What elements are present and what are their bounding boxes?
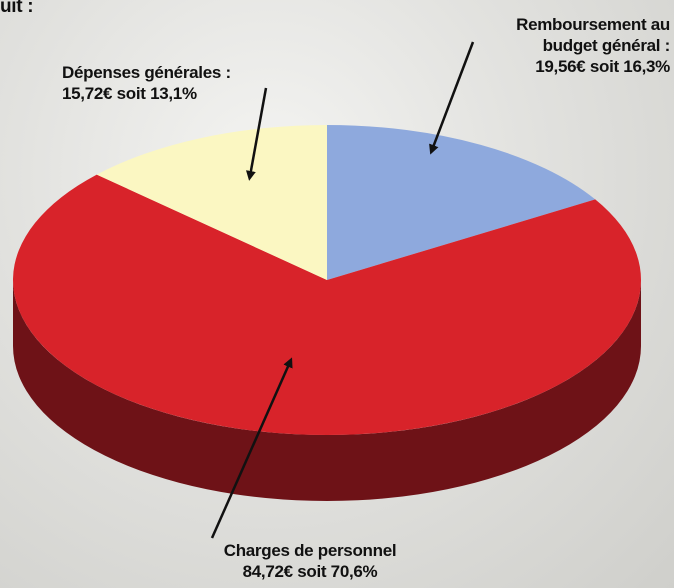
pie	[13, 125, 641, 501]
value-label: 19,56€ soit 16,3%	[470, 56, 670, 77]
arrow	[432, 42, 473, 150]
page: uit : Remboursement au budget général : …	[0, 0, 674, 588]
category-label: Dépenses générales :	[62, 62, 231, 83]
category-label: Charges de personnel	[200, 540, 420, 561]
label: Remboursement au budget général : 19,56€…	[470, 14, 670, 77]
chart-title: uit :	[0, 0, 33, 17]
label: Dépenses générales : 15,72€ soit 13,1%	[62, 62, 231, 104]
label: Charges de personnel 84,72€ soit 70,6%	[200, 540, 420, 582]
value-label: 15,72€ soit 13,1%	[62, 83, 231, 104]
category-label: Remboursement au budget général :	[470, 14, 670, 56]
value-label: 84,72€ soit 70,6%	[200, 561, 420, 582]
